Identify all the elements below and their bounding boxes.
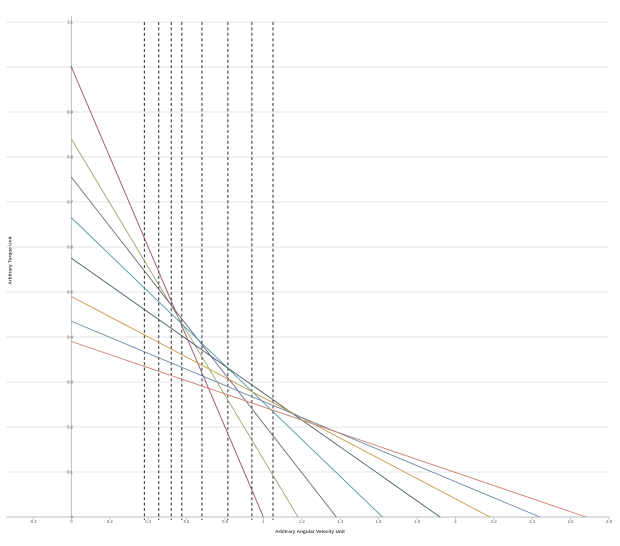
vertical-marker-lines: [143, 22, 274, 520]
x-tick-label: 0: [70, 519, 73, 524]
data-series-lines: [70, 66, 587, 518]
x-tick-label: 0.2: [106, 519, 113, 524]
y-tick-label: 0.3: [67, 379, 73, 385]
x-tick-label: 1.4: [337, 519, 344, 524]
x-tick-label: 0.8: [222, 519, 228, 524]
x-tick-label: 1: [262, 519, 265, 524]
y-tick-label: 0.1: [67, 469, 73, 475]
x-tick-label: 2.2: [490, 519, 497, 524]
axis-lines: [6, 16, 609, 518]
y-tick-label: 0.4: [67, 334, 73, 340]
series-line-curve-7: [70, 320, 541, 518]
y-axis-title: Arbitrary Torque Unit: [7, 236, 13, 285]
x-tick-label: 2.4: [529, 519, 536, 524]
y-tick-label: 0.9: [67, 109, 73, 115]
x-tick-label: 2.6: [567, 519, 574, 524]
series-line-curve-5: [70, 257, 441, 518]
x-axis-title: Arbitrary Angular Velocity Unit: [275, 529, 345, 534]
x-tick-label: 0.6: [183, 519, 190, 524]
x-tick-label: -0.2: [29, 519, 37, 524]
x-tick-label: 1.6: [375, 519, 382, 524]
y-tick-label: 0.6: [67, 244, 73, 250]
x-tick-label: 0.4: [145, 519, 152, 524]
x-tick-label: 1.8: [414, 519, 420, 524]
y-tick-label: 1.1: [67, 19, 73, 25]
y-tick-label: 0.5: [67, 289, 73, 295]
y-tick-label: 0: [70, 514, 73, 520]
series-line-curve-6: [70, 296, 491, 518]
x-tick-label: 2: [454, 519, 457, 524]
horizontal-gridlines: [6, 21, 609, 518]
series-line-curve-3: [70, 176, 337, 518]
series-line-curve-8: [70, 341, 587, 518]
y-tick-label: 1: [70, 64, 73, 70]
y-tick-label: 0.8: [67, 154, 73, 160]
y-tick-label: 0.2: [67, 424, 73, 430]
series-line-curve-2: [70, 138, 299, 518]
y-tick-label: 0.7: [67, 199, 73, 205]
x-tick-label: 2.8: [606, 519, 612, 524]
series-line-curve-1: [70, 66, 264, 518]
x-tick-label: 1.2: [298, 519, 305, 524]
axis-ticks: [32, 21, 610, 520]
